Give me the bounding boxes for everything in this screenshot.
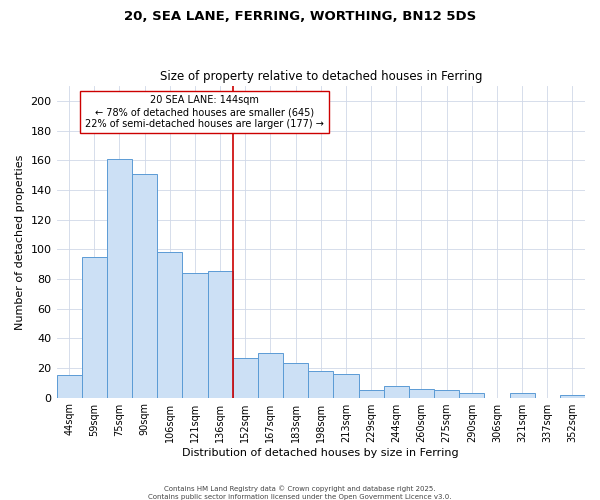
Text: Contains HM Land Registry data © Crown copyright and database right 2025.: Contains HM Land Registry data © Crown c… [164, 486, 436, 492]
Bar [334, 374, 359, 398]
Text: 20, SEA LANE, FERRING, WORTHING, BN12 5DS: 20, SEA LANE, FERRING, WORTHING, BN12 5D… [124, 10, 476, 23]
Bar [182, 273, 208, 398]
Bar [233, 358, 258, 398]
Text: Contains public sector information licensed under the Open Government Licence v3: Contains public sector information licen… [148, 494, 452, 500]
Bar [56, 376, 82, 398]
Text: 20 SEA LANE: 144sqm
← 78% of detached houses are smaller (645)
22% of semi-detac: 20 SEA LANE: 144sqm ← 78% of detached ho… [85, 96, 324, 128]
Bar [82, 256, 107, 398]
Y-axis label: Number of detached properties: Number of detached properties [15, 154, 25, 330]
Bar [157, 252, 182, 398]
Bar [409, 388, 434, 398]
Bar [459, 393, 484, 398]
Bar [359, 390, 383, 398]
Bar [107, 158, 132, 398]
Bar [283, 364, 308, 398]
X-axis label: Distribution of detached houses by size in Ferring: Distribution of detached houses by size … [182, 448, 459, 458]
Bar [383, 386, 409, 398]
Bar [560, 394, 585, 398]
Bar [208, 272, 233, 398]
Title: Size of property relative to detached houses in Ferring: Size of property relative to detached ho… [160, 70, 482, 84]
Bar [258, 353, 283, 398]
Bar [308, 371, 334, 398]
Bar [132, 174, 157, 398]
Bar [434, 390, 459, 398]
Bar [509, 393, 535, 398]
